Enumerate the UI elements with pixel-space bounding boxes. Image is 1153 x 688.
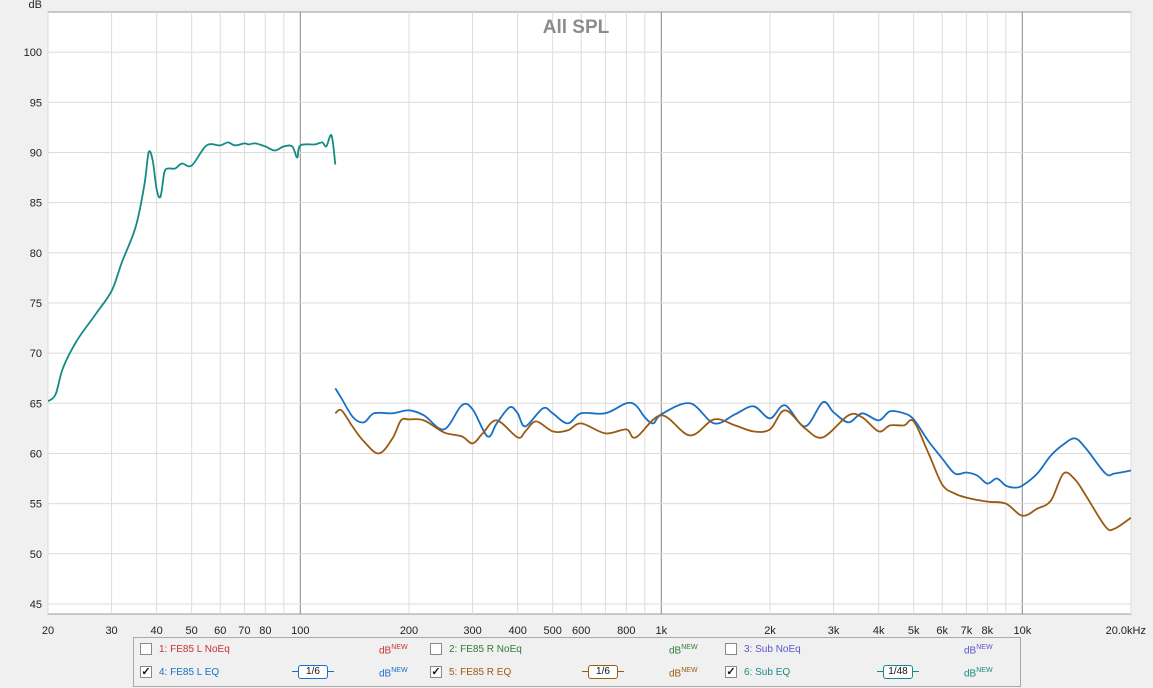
series-unit: dBNEW xyxy=(669,644,698,657)
series-unit: dBNEW xyxy=(379,667,408,680)
series-checkbox[interactable] xyxy=(140,643,152,655)
x-tick-label: 400 xyxy=(508,625,526,636)
y-tick-label: 65 xyxy=(30,398,42,410)
y-tick-label: 50 xyxy=(30,549,42,561)
chart-title: All SPL xyxy=(543,17,610,38)
x-tick-label: 800 xyxy=(617,625,635,636)
y-axis-label: dB xyxy=(29,0,42,11)
smoothing-badge[interactable]: 1/48 xyxy=(877,665,919,679)
y-tick-label: 55 xyxy=(30,499,42,511)
tick-labels: 45 50 55 60 65 70 75 80 85 90 95 100 20 30 40 50 60 70 80 1… xyxy=(24,47,1146,636)
x-tick-label: 500 xyxy=(543,625,561,636)
x-tick-label: 100 xyxy=(291,625,309,636)
grid xyxy=(47,12,1132,614)
plot-area xyxy=(47,11,1132,615)
x-tick-label: 20 xyxy=(42,625,54,636)
y-tick-label: 90 xyxy=(30,147,42,159)
y-tick-label: 95 xyxy=(30,97,42,109)
x-tick-label: 5k xyxy=(908,625,920,636)
x-tick-label: 7k xyxy=(961,625,973,636)
series-checkbox[interactable]: ✓ xyxy=(140,666,152,678)
x-tick-label: 1k xyxy=(656,625,668,636)
series-name: 6: Sub EQ xyxy=(744,667,791,678)
x-tick-label: 50 xyxy=(186,625,198,636)
x-tick-label: 20.0kHz xyxy=(1106,625,1146,636)
legend-panel: 1: FE85 L NoEq dBNEW 2: FE85 R NoEq dBNEW 3:… xyxy=(133,637,1021,687)
y-tick-label: 70 xyxy=(30,348,42,360)
x-tick-label: 10k xyxy=(1013,625,1031,636)
series-name: 3: Sub NoEq xyxy=(744,644,801,655)
x-tick-label: 60 xyxy=(214,625,226,636)
smoothing-badge[interactable]: 1/6 xyxy=(292,665,334,679)
y-tick-label: 75 xyxy=(30,298,42,310)
series-name: 1: FE85 L NoEq xyxy=(159,644,230,655)
x-tick-label: 2k xyxy=(764,625,776,636)
series-checkbox[interactable] xyxy=(725,643,737,655)
x-tick-label: 80 xyxy=(259,625,271,636)
series-checkbox[interactable]: ✓ xyxy=(725,666,737,678)
series-name: 4: FE85 L EQ xyxy=(159,667,220,678)
x-tick-label: 200 xyxy=(400,625,418,636)
spl-chart: 45 50 55 60 65 70 75 80 85 90 95 100 20 30 40 50 60 70 80 1… xyxy=(24,0,1146,636)
x-tick-label: 300 xyxy=(463,625,481,636)
smoothing-badge[interactable]: 1/6 xyxy=(582,665,624,679)
series-line xyxy=(334,387,1131,489)
y-tick-label: 60 xyxy=(30,448,42,460)
y-tick-label: 100 xyxy=(24,47,42,59)
series-name: 2: FE85 R NoEq xyxy=(449,644,522,655)
y-tick-label: 80 xyxy=(30,248,42,260)
series-unit: dBNEW xyxy=(669,667,698,680)
series-unit: dBNEW xyxy=(379,644,408,657)
x-tick-label: 6k xyxy=(936,625,948,636)
series-unit: dBNEW xyxy=(964,667,993,680)
x-tick-label: 30 xyxy=(105,625,117,636)
x-tick-label: 8k xyxy=(982,625,994,636)
series-unit: dBNEW xyxy=(964,644,993,657)
series-checkbox[interactable]: ✓ xyxy=(430,666,442,678)
series-name: 5: FE85 R EQ xyxy=(449,667,512,678)
series-line xyxy=(334,408,1131,532)
series-lines xyxy=(48,134,1131,532)
y-tick-label: 85 xyxy=(30,198,42,210)
x-tick-label: 4k xyxy=(873,625,885,636)
series-line xyxy=(48,134,337,403)
x-tick-label: 600 xyxy=(572,625,590,636)
y-tick-label: 45 xyxy=(30,599,42,611)
x-tick-label: 40 xyxy=(151,625,163,636)
x-tick-label: 3k xyxy=(828,625,840,636)
series-checkbox[interactable] xyxy=(430,643,442,655)
x-tick-label: 70 xyxy=(238,625,250,636)
